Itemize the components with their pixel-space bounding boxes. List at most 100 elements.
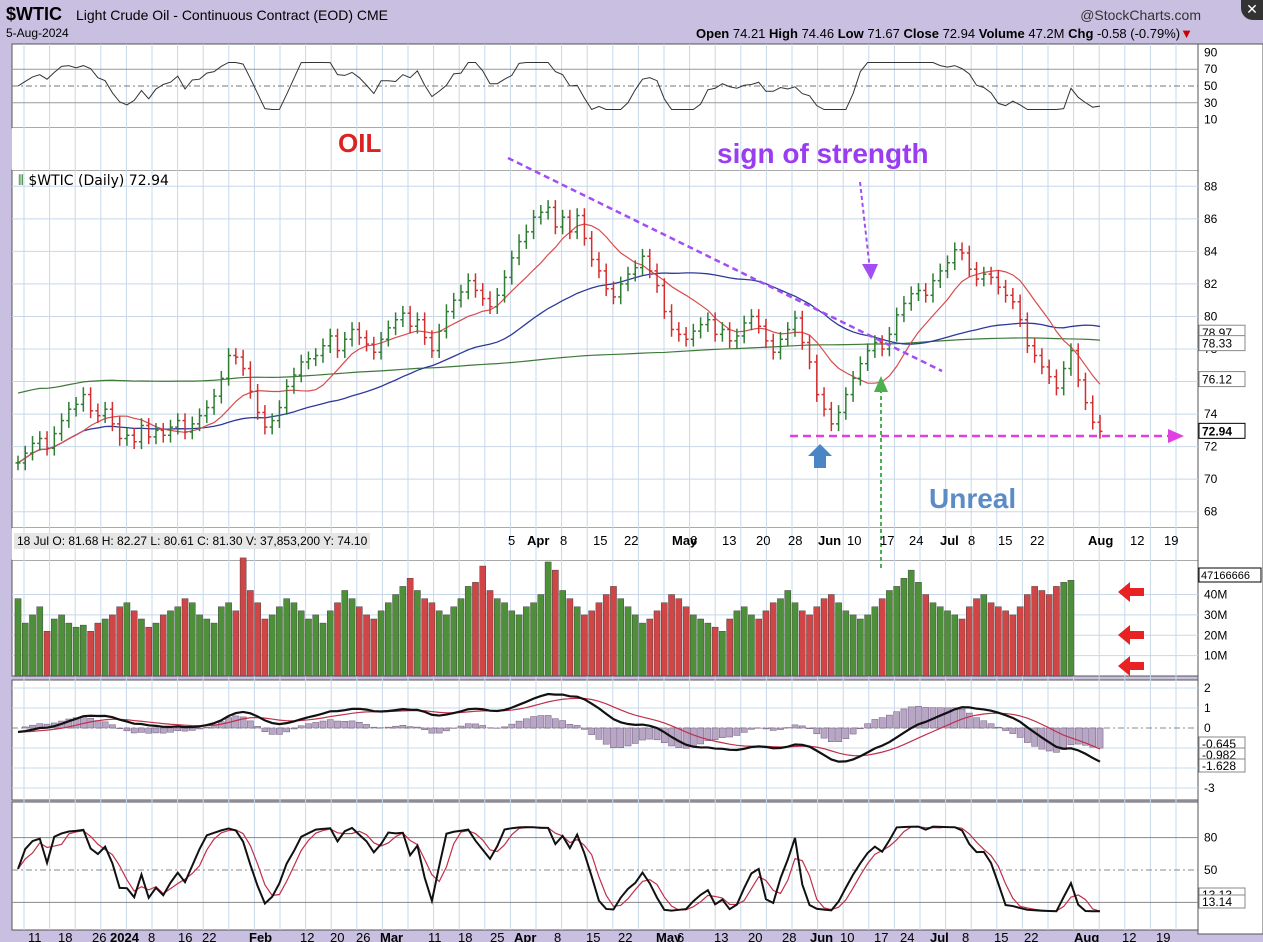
- volume-bar: [145, 626, 152, 677]
- bottom-x-tick-label: 8: [962, 930, 969, 942]
- close-label: Close: [903, 26, 939, 41]
- price-x-tick-label: 22: [624, 533, 638, 548]
- volume-bar: [573, 606, 581, 677]
- macd-histogram-bar: [334, 720, 341, 729]
- volume-bar: [915, 582, 922, 677]
- volume-bar: [987, 602, 995, 677]
- bottom-x-tick-label: 12: [300, 930, 314, 942]
- macd-histogram-bar: [595, 727, 603, 740]
- support-arrow-icon: [1168, 429, 1184, 443]
- macd-histogram-bar: [232, 715, 240, 729]
- bottom-x-tick-label: 15: [994, 930, 1008, 942]
- macd-histogram-bar: [646, 727, 654, 740]
- macd-histogram-bar: [733, 727, 741, 736]
- bottom-x-tick-label: 25: [490, 930, 504, 942]
- volume-bar: [566, 598, 574, 677]
- bottom-x-tick-label: 6: [677, 930, 684, 942]
- volume-bar: [1045, 594, 1053, 677]
- macd-histogram-bar: [385, 726, 392, 729]
- down-arrow-icon: ▼: [1180, 26, 1193, 41]
- volume-bar: [653, 610, 661, 677]
- volume-bar: [515, 614, 523, 677]
- volume-bar: [334, 602, 341, 677]
- volume-bar: [385, 602, 392, 677]
- bottom-x-tick-label: Aug: [1074, 930, 1099, 942]
- volume-bar: [72, 626, 80, 677]
- volume-bar: [980, 594, 988, 677]
- macd-histogram-bar: [326, 719, 334, 729]
- macd-histogram-bar: [145, 727, 153, 734]
- macd-histogram-bar: [399, 725, 407, 729]
- close-icon[interactable]: ✕: [1241, 0, 1263, 20]
- chg-value: -0.58 (-0.79%): [1097, 26, 1181, 41]
- price-x-tick-label: Apr: [527, 533, 549, 548]
- bottom-x-tick-label: May: [656, 930, 682, 942]
- price-x-tick-label: 17: [880, 533, 894, 548]
- price-tick-label: 72: [1204, 440, 1218, 454]
- volume-bar: [312, 614, 319, 677]
- price-x-tick-label: 8: [560, 533, 567, 548]
- volume-bar: [472, 582, 479, 677]
- volume-bar: [203, 618, 211, 677]
- bottom-x-tick-label: 24: [900, 930, 914, 942]
- bottom-x-tick-label: 12: [1122, 930, 1136, 942]
- macd-histogram-bar: [871, 719, 879, 729]
- volume-last-label: 47166666: [1201, 570, 1250, 582]
- macd-histogram-bar: [87, 717, 94, 729]
- volume-bar: [690, 614, 697, 677]
- volume-bar: [893, 586, 900, 677]
- macd-histogram-bar: [740, 727, 748, 733]
- macd-histogram-bar: [188, 727, 196, 731]
- volume-bar: [936, 606, 944, 677]
- high-value: 74.46: [801, 26, 835, 41]
- macd-histogram-bar: [297, 725, 305, 729]
- volume-bar: [363, 614, 370, 677]
- volume-bar: [479, 565, 487, 677]
- volume-bar: [835, 602, 842, 677]
- volume-bar: [704, 622, 712, 677]
- volume-bar: [494, 598, 501, 677]
- bottom-x-tick-label: 20: [330, 930, 344, 942]
- volume-bar: [421, 598, 428, 677]
- sma-long-line: [17, 337, 1101, 394]
- volume-bar: [944, 610, 951, 677]
- macd-histogram-bar: [290, 727, 298, 730]
- macd-histogram-bar: [341, 721, 349, 729]
- macd-histogram-bar: [501, 726, 508, 729]
- bottom-x-tick-label: 22: [202, 930, 216, 942]
- macd-histogram-bar: [1096, 727, 1104, 749]
- bottom-x-tick-label: Jul: [930, 930, 949, 942]
- volume-bar: [174, 606, 182, 677]
- volume-bar: [929, 602, 937, 677]
- price-panel-title-text: $WTIC (Daily) 72.94: [28, 173, 169, 189]
- price-right-label-box: [1198, 335, 1246, 352]
- macd-histogram-bar: [537, 715, 545, 729]
- macd-histogram-bar: [181, 727, 189, 732]
- macd-histogram-bar: [791, 724, 799, 729]
- volume-bar: [283, 598, 290, 677]
- volume-bar: [544, 561, 552, 677]
- volume-bar: [559, 590, 566, 677]
- volume-bar: [631, 614, 639, 677]
- macd-histogram-bar: [523, 718, 530, 729]
- bottom-x-tick-label: 10: [840, 930, 854, 942]
- macd-histogram-bar: [748, 727, 755, 730]
- price-tick-label: 68: [1204, 505, 1218, 519]
- macd-histogram-bar: [857, 727, 864, 730]
- price-x-tick-label: 24: [909, 533, 923, 548]
- macd-histogram-bar: [675, 727, 683, 748]
- volume-value: 47.2M: [1028, 26, 1065, 41]
- price-x-tick-label: 12: [1130, 533, 1144, 548]
- macd-histogram-bar: [1016, 727, 1024, 738]
- price-x-tick-label: Jun: [818, 533, 841, 548]
- volume-bar: [261, 618, 269, 677]
- volume-bar: [784, 590, 792, 677]
- stoch-right-label-box: [1198, 894, 1246, 909]
- volume-bar: [537, 594, 545, 677]
- macd-histogram-bar: [944, 707, 951, 729]
- volume-bar: [733, 610, 741, 677]
- sma-mid-line: [17, 272, 1101, 464]
- volume-bar: [435, 610, 443, 677]
- bottom-x-tick-label: 18: [458, 930, 472, 942]
- volume-bar: [849, 614, 857, 677]
